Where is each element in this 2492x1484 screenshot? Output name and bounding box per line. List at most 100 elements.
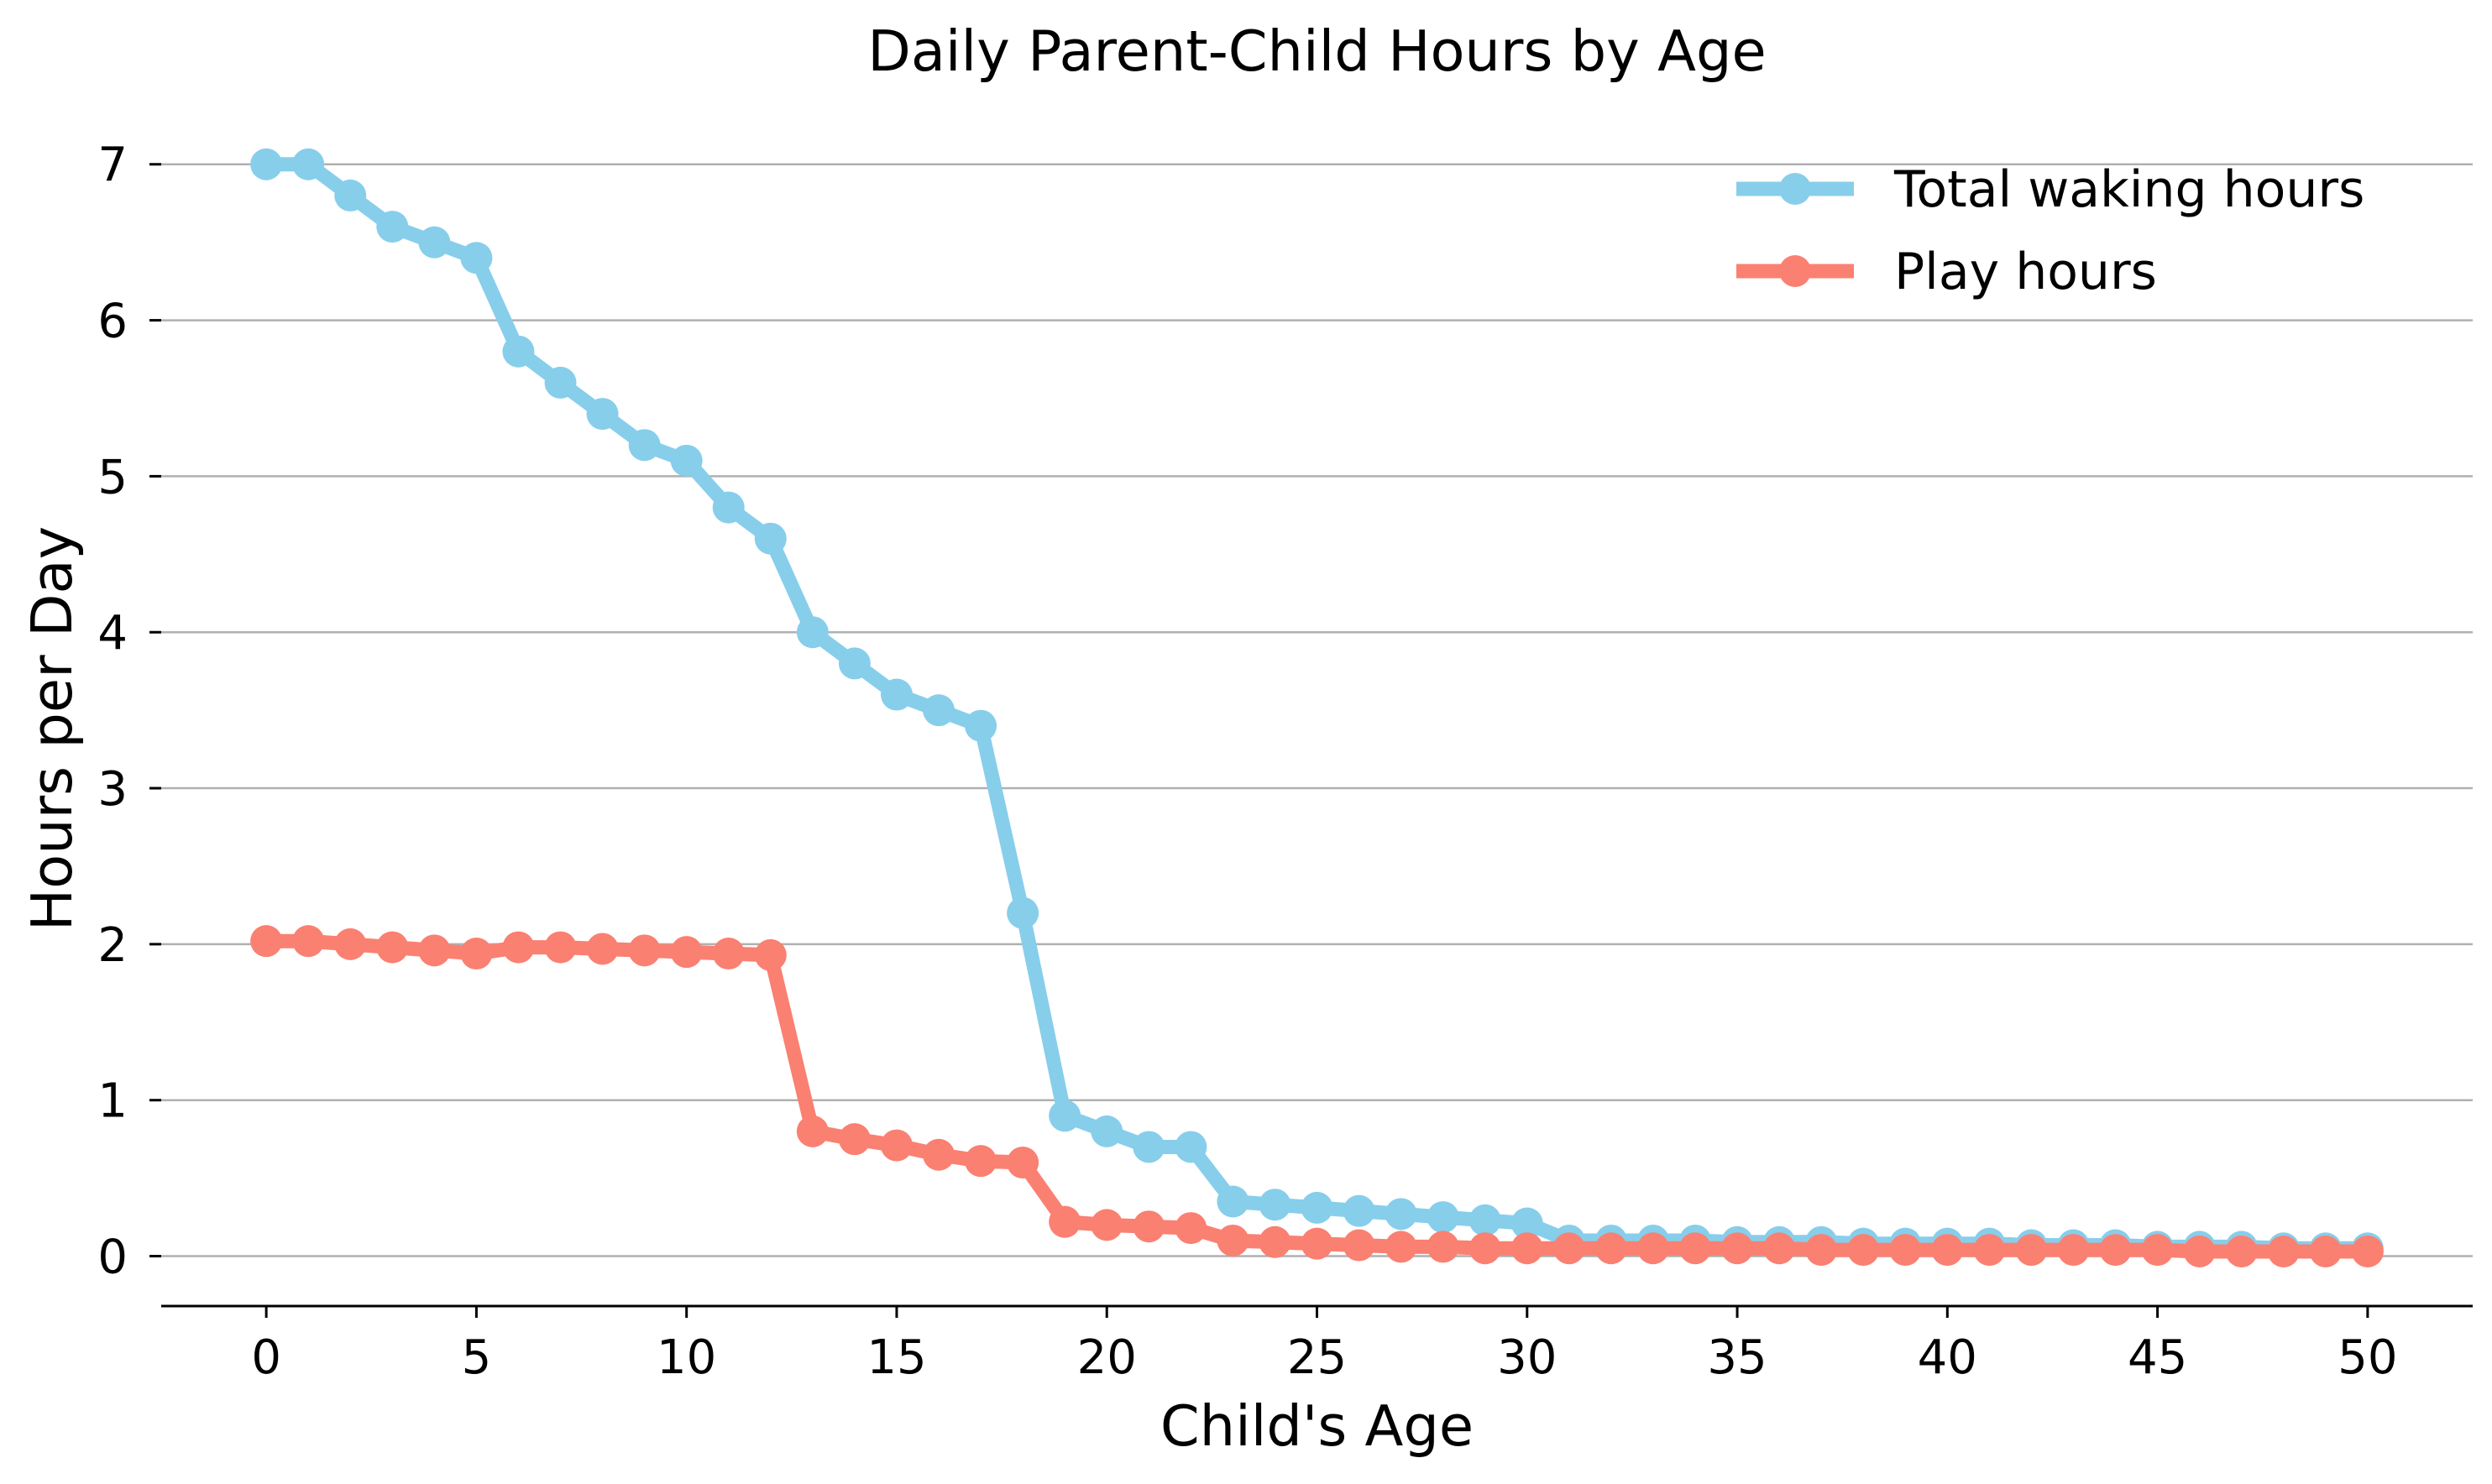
data-point — [628, 934, 661, 967]
data-point — [1343, 1229, 1375, 1262]
x-tick-label: 5 — [462, 1330, 492, 1385]
data-point — [670, 444, 703, 477]
x-tick-label: 0 — [251, 1330, 281, 1385]
data-point — [544, 366, 577, 399]
chart-title: Daily Parent-Child Hours by Age — [867, 18, 1766, 84]
data-point — [376, 931, 409, 964]
data-point — [1049, 1205, 1081, 1238]
data-point — [1552, 1232, 1585, 1265]
data-point — [1259, 1189, 1291, 1221]
data-point — [1175, 1212, 1207, 1245]
data-point — [2141, 1234, 2174, 1267]
y-tick-label: 7 — [97, 138, 128, 193]
data-point — [1007, 1147, 1039, 1179]
x-tick-label: 30 — [1497, 1330, 1557, 1385]
data-point — [292, 925, 325, 958]
y-tick-label: 2 — [97, 918, 128, 973]
data-point — [1301, 1227, 1333, 1260]
series-line — [259, 157, 2375, 1256]
data-point — [2099, 1234, 2132, 1267]
series-layer — [250, 148, 2384, 1267]
data-point — [460, 938, 493, 970]
x-tick-label: 15 — [866, 1330, 926, 1385]
data-point — [586, 933, 619, 965]
data-point — [2351, 1235, 2384, 1267]
x-tick-label: 50 — [2338, 1330, 2397, 1385]
data-point — [334, 179, 367, 212]
data-point — [418, 934, 451, 967]
data-point — [1931, 1234, 1964, 1267]
data-point — [376, 211, 409, 243]
data-point — [1007, 896, 1039, 929]
data-point — [712, 491, 745, 524]
data-point — [1763, 1232, 1796, 1265]
data-point — [1468, 1232, 1501, 1265]
data-point — [418, 226, 451, 259]
data-point — [1091, 1209, 1123, 1241]
y-tick-label: 6 — [97, 295, 128, 349]
data-point — [1594, 1232, 1627, 1265]
data-point — [2225, 1235, 2258, 1267]
x-tick-label: 10 — [657, 1330, 716, 1385]
data-point — [923, 1138, 955, 1171]
data-point — [2015, 1234, 2048, 1267]
series-total-waking-hours — [250, 148, 2384, 1265]
data-point — [670, 936, 703, 969]
data-point — [1847, 1234, 1880, 1267]
data-point — [1468, 1204, 1501, 1236]
y-tick-label: 5 — [97, 450, 128, 504]
data-point — [923, 694, 955, 727]
data-point — [712, 938, 745, 970]
legend: Total waking hours Play hours — [1736, 160, 2364, 301]
y-tick-label: 0 — [97, 1231, 128, 1285]
data-point — [1259, 1225, 1291, 1258]
data-point — [965, 1145, 997, 1178]
data-point — [1217, 1185, 1249, 1218]
legend-label: Total waking hours — [1893, 160, 2364, 219]
data-point — [1636, 1232, 1669, 1265]
legend-label: Play hours — [1894, 243, 2157, 301]
data-point — [292, 148, 325, 180]
data-point — [796, 1115, 829, 1147]
data-point — [1805, 1234, 1838, 1267]
x-tick-label: 40 — [1918, 1330, 1977, 1385]
data-point — [1721, 1232, 1754, 1265]
legend-marker — [1779, 255, 1811, 287]
data-point — [838, 647, 871, 680]
data-point — [880, 678, 913, 711]
y-axis-ticks: 0 1 2 3 4 5 6 7 — [97, 138, 161, 1285]
data-point — [1510, 1232, 1543, 1265]
data-point — [1427, 1201, 1459, 1234]
data-point — [250, 925, 283, 958]
data-point — [1133, 1131, 1165, 1163]
data-point — [1427, 1231, 1459, 1263]
data-point — [628, 429, 661, 462]
data-point — [1973, 1234, 2006, 1267]
x-axis-ticks: 0 5 10 15 20 25 30 35 40 45 50 — [251, 1306, 2397, 1385]
y-tick-label: 3 — [97, 762, 128, 817]
data-point — [1385, 1198, 1417, 1231]
y-tick-label: 4 — [97, 606, 128, 661]
data-point — [2309, 1235, 2342, 1267]
data-point — [502, 335, 535, 368]
data-point — [754, 522, 787, 555]
data-point — [1217, 1224, 1249, 1257]
data-point — [838, 1123, 871, 1156]
x-tick-label: 35 — [1707, 1330, 1767, 1385]
data-point — [1091, 1115, 1123, 1147]
data-point — [1343, 1194, 1375, 1227]
x-tick-label: 20 — [1077, 1330, 1137, 1385]
data-point — [1175, 1131, 1207, 1163]
data-point — [460, 242, 493, 274]
data-point — [2183, 1235, 2216, 1267]
data-point — [502, 931, 535, 964]
data-point — [1889, 1234, 1922, 1267]
data-point — [334, 928, 367, 960]
legend-marker — [1779, 173, 1811, 205]
y-tick-label: 1 — [97, 1074, 128, 1129]
data-point — [1301, 1191, 1333, 1224]
series-play-hours — [250, 925, 2384, 1267]
data-point — [586, 398, 619, 431]
data-point — [965, 709, 997, 742]
